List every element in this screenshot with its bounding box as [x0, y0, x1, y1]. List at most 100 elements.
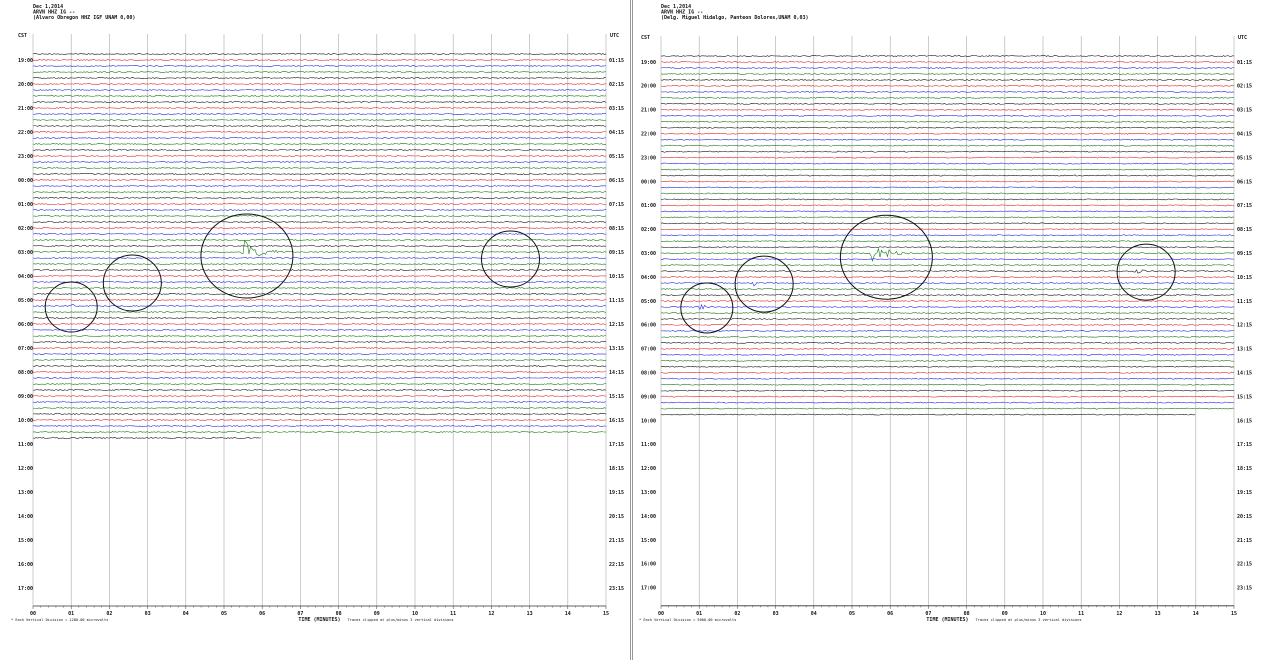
seismic-trace: [660, 150, 1235, 153]
x-tick-label: 00: [30, 611, 36, 617]
seismic-trace: [32, 329, 607, 331]
seismic-trace: [660, 180, 1235, 183]
utc-tick-label: 20:15: [1237, 514, 1252, 520]
cst-tick-label: 16:00: [18, 562, 33, 568]
x-tick-label: 01: [68, 611, 74, 617]
seismic-trace: [660, 168, 1235, 171]
utc-tick-label: 13:15: [609, 346, 624, 352]
cst-label: CST: [641, 35, 650, 41]
utc-tick-label: 05:15: [1237, 155, 1252, 161]
seismic-trace: [32, 311, 607, 313]
x-tick-label: 00: [658, 611, 664, 617]
seismic-trace: [32, 173, 607, 175]
cst-tick-label: 10:00: [641, 418, 656, 424]
seismic-trace: [660, 216, 1235, 219]
seismic-trace: [660, 204, 1235, 207]
seismic-trace: [32, 304, 607, 307]
seismic-trace: [32, 131, 607, 133]
cst-tick-label: 12:00: [18, 466, 33, 472]
seismic-trace: [660, 198, 1235, 201]
x-tick-label: 07: [925, 611, 931, 617]
seismic-trace: [32, 161, 607, 163]
seismic-trace: [660, 407, 1235, 410]
seismic-trace: [32, 77, 607, 79]
seismic-trace: [660, 67, 1235, 69]
seismic-trace: [660, 240, 1235, 243]
seismic-trace: [32, 317, 607, 319]
cst-tick-label: 22:00: [18, 130, 33, 136]
x-axis-title: TIME (MINUTES): [926, 617, 968, 623]
x-tick-label: 09: [374, 611, 380, 617]
seismic-trace: [660, 401, 1235, 404]
seismic-trace: [660, 341, 1235, 344]
seismic-trace: [660, 55, 1235, 57]
x-tick-label: 12: [488, 611, 494, 617]
utc-tick-label: 11:15: [1237, 299, 1252, 305]
cst-tick-label: 19:00: [18, 58, 33, 64]
x-tick-label: 05: [221, 611, 227, 617]
seismic-trace: [32, 107, 607, 109]
chart-header-line: ARVN HHZ IG --: [33, 10, 75, 16]
cst-tick-label: 13:00: [18, 490, 33, 496]
seismic-trace: [660, 353, 1235, 356]
utc-tick-label: 08:15: [1237, 227, 1252, 233]
seismic-trace: [32, 71, 607, 73]
cst-tick-label: 23:00: [641, 155, 656, 161]
cst-tick-label: 05:00: [641, 299, 656, 305]
seismic-trace: [32, 437, 262, 439]
x-tick-label: 15: [1231, 611, 1237, 617]
utc-tick-label: 01:15: [1237, 60, 1252, 66]
x-tick-label: 04: [811, 611, 817, 617]
seismic-trace: [660, 61, 1235, 63]
utc-tick-label: 22:15: [609, 562, 624, 568]
utc-tick-label: 14:15: [609, 370, 624, 376]
utc-tick-label: 20:15: [609, 514, 624, 520]
event-circle: [680, 282, 734, 334]
x-tick-label: 11: [1078, 611, 1084, 617]
seismic-trace: [660, 156, 1235, 159]
chart-header-line: Dec 1,2014: [661, 4, 691, 10]
x-tick-label: 01: [696, 611, 702, 617]
cst-tick-label: 00:00: [641, 179, 656, 185]
x-tick-label: 08: [336, 611, 342, 617]
seismic-trace: [32, 167, 607, 169]
utc-tick-label: 18:15: [609, 466, 624, 472]
seismic-trace: [32, 299, 607, 301]
cst-tick-label: 01:00: [18, 202, 33, 208]
utc-tick-label: 19:15: [1237, 490, 1252, 496]
seismic-trace: [660, 228, 1235, 231]
seismic-trace: [660, 102, 1235, 105]
cst-tick-label: 02:00: [18, 226, 33, 232]
utc-tick-label: 07:15: [609, 202, 624, 208]
x-tick-label: 13: [1155, 611, 1161, 617]
utc-tick-label: 12:15: [1237, 323, 1252, 329]
utc-tick-label: 01:15: [609, 58, 624, 64]
seismic-trace: [32, 275, 607, 277]
utc-tick-label: 16:15: [1237, 418, 1252, 424]
cst-tick-label: 16:00: [641, 562, 656, 568]
event-circle: [839, 214, 933, 300]
cst-tick-label: 03:00: [18, 250, 33, 256]
utc-tick-label: 17:15: [1237, 442, 1252, 448]
seismic-trace: [660, 371, 1235, 374]
seismic-trace: [660, 174, 1235, 177]
cst-tick-label: 06:00: [18, 322, 33, 328]
seismic-trace: [660, 73, 1235, 75]
event-circle: [734, 255, 794, 313]
footnote-clipping: Traces clipped at plus/minus 3 vertical …: [348, 618, 454, 622]
x-tick-label: 06: [887, 611, 893, 617]
cst-label: CST: [18, 33, 27, 39]
seismic-trace: [660, 85, 1235, 87]
cst-tick-label: 07:00: [18, 346, 33, 352]
seismic-trace: [32, 341, 607, 343]
seismic-trace: [32, 240, 607, 256]
seismic-trace: [32, 293, 607, 295]
seismic-trace: [660, 192, 1235, 195]
seismic-trace: [32, 359, 607, 361]
seismic-trace: [32, 407, 607, 409]
seismic-trace: [660, 318, 1235, 320]
seismic-trace: [32, 233, 607, 235]
seismic-trace: [32, 365, 607, 367]
utc-label: UTC: [610, 33, 619, 39]
